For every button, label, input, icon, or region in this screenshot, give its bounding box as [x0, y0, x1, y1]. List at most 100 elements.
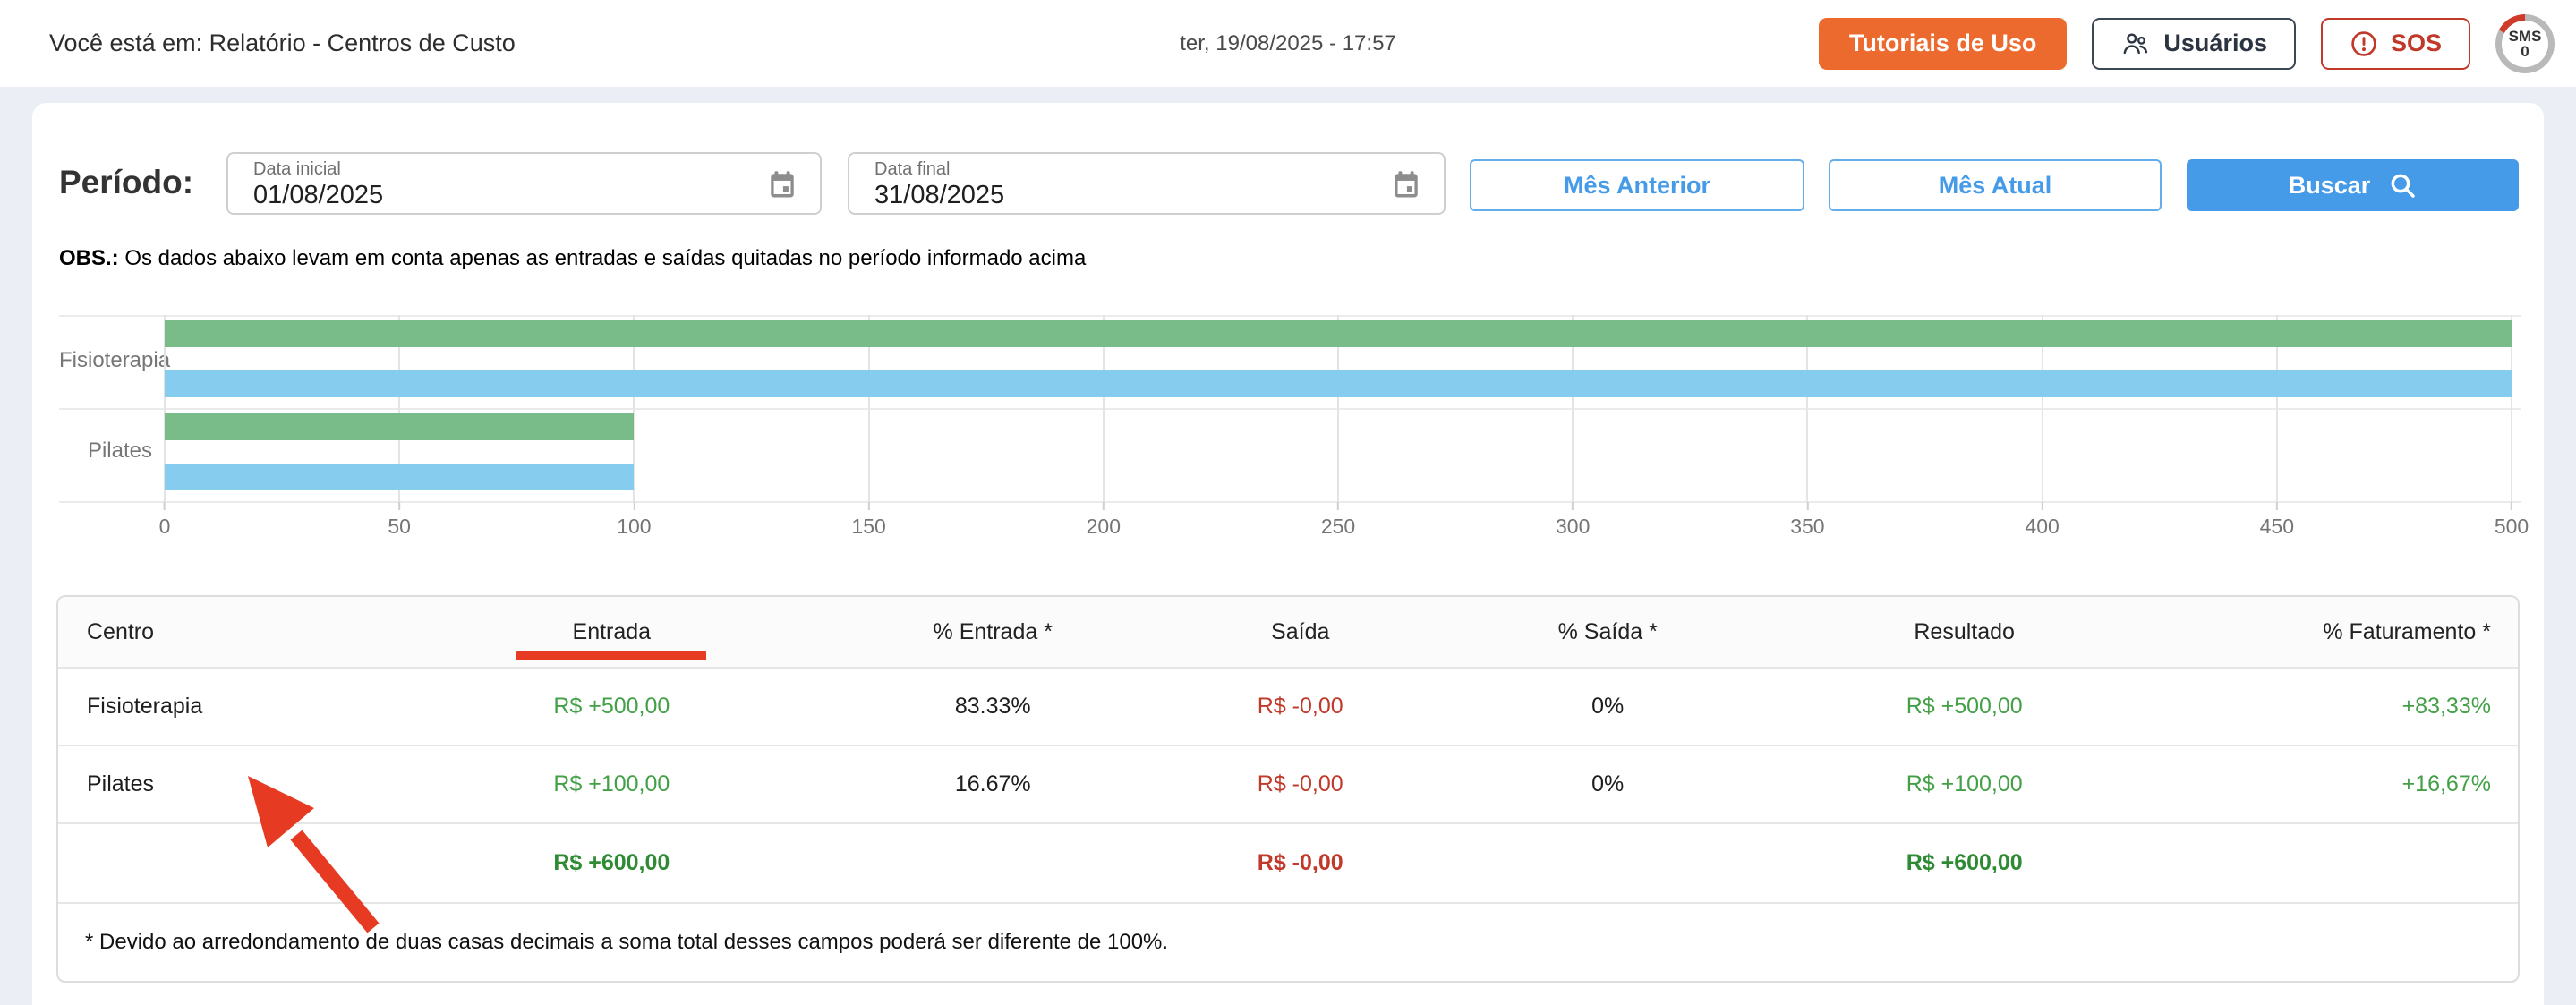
search-button[interactable]: Buscar	[2187, 159, 2519, 211]
chart-band-line	[59, 315, 2521, 317]
sos-alert-icon	[2350, 30, 2378, 58]
cell-entrada: R$ +500,00	[553, 694, 670, 719]
totals-empty	[821, 824, 1165, 902]
search-icon	[2388, 171, 2417, 200]
bar-pilates-green	[165, 413, 635, 440]
cell-resultado: R$ +500,00	[1906, 694, 2023, 719]
chart-gridline	[398, 315, 401, 502]
chart-x-axis: 0 50 100 150 200 250 300 350 400 450 500	[159, 502, 2529, 543]
header-centro[interactable]: Centro	[87, 618, 155, 644]
sos-button-label: SOS	[2390, 30, 2442, 56]
sms-badge-count: 0	[2521, 42, 2529, 60]
search-button-label: Buscar	[2288, 171, 2371, 199]
bar-fisioterapia-blue	[165, 370, 2512, 397]
table-totals-row: R$ +600,00 R$ -0,00 R$ +600,00	[58, 824, 2518, 904]
chart-gridline	[2275, 315, 2278, 502]
tutorials-button-label: Tutoriais de Uso	[1848, 30, 2037, 56]
totals-empty	[58, 824, 403, 902]
cell-pct-saida: 0%	[1591, 771, 1625, 796]
chart-tick-label: 500	[2494, 515, 2529, 538]
tutorials-button[interactable]: Tutoriais de Uso	[1818, 17, 2068, 70]
header-saida[interactable]: Saída	[1271, 618, 1330, 644]
chart-tick-label: 150	[851, 515, 886, 538]
end-date-field[interactable]: Data final	[848, 152, 1446, 215]
totals-empty	[1436, 824, 1780, 902]
calendar-icon[interactable]	[766, 168, 798, 205]
cell-resultado: R$ +100,00	[1906, 771, 2023, 796]
cell-pct-saida: 0%	[1591, 694, 1625, 719]
breadcrumb: Você está em: Relatório - Centros de Cus…	[49, 30, 516, 56]
cell-pct-entrada: 16.67%	[954, 771, 1031, 796]
totals-entrada: R$ +600,00	[553, 850, 670, 875]
chart-gridline	[1572, 315, 1574, 502]
chart-category-label: Fisioterapia	[59, 348, 171, 372]
sos-button[interactable]: SOS	[2320, 17, 2470, 70]
cost-centers-table: Centro Entrada % Entrada * Saída % Saída…	[56, 595, 2520, 983]
table-header-row: Centro Entrada % Entrada * Saída % Saída…	[58, 597, 2518, 669]
start-date-label: Data inicial	[253, 159, 341, 179]
chart-category-label: Pilates	[87, 439, 152, 463]
header-pct-saida[interactable]: % Saída *	[1557, 618, 1658, 644]
chart-gridline	[633, 315, 635, 502]
header-pct-faturamento[interactable]: % Faturamento *	[2323, 618, 2491, 644]
chart-gridline	[2041, 315, 2043, 502]
chart-gridline	[1337, 315, 1339, 502]
users-icon	[2120, 29, 2151, 59]
period-label: Período:	[59, 164, 194, 200]
cell-pct-entrada: 83.33%	[954, 694, 1031, 719]
chart-tick-label: 0	[158, 515, 171, 538]
chart-tick-label: 400	[2025, 515, 2060, 538]
note-text: Os dados abaixo levam em conta apenas as…	[118, 246, 1087, 270]
start-date-input[interactable]	[253, 181, 647, 210]
cell-saida: R$ -0,00	[1257, 694, 1343, 719]
start-date-field[interactable]: Data inicial	[226, 152, 822, 215]
previous-month-label: Mês Anterior	[1563, 171, 1711, 199]
chart-tick-label: 250	[1320, 515, 1356, 538]
chart-tick-label: 350	[1790, 515, 1825, 538]
chart-tick-label: 450	[2259, 515, 2294, 538]
previous-month-button[interactable]: Mês Anterior	[1470, 159, 1804, 211]
calendar-icon[interactable]	[1390, 168, 1422, 205]
current-datetime: ter, 19/08/2025 - 17:57	[1180, 30, 1396, 55]
active-sort-indicator	[516, 651, 707, 660]
cell-centro: Fisioterapia	[87, 694, 203, 719]
header-entrada[interactable]: Entrada	[403, 597, 821, 667]
end-date-label: Data final	[874, 159, 951, 179]
users-button[interactable]: Usuários	[2092, 17, 2296, 70]
users-button-label: Usuários	[2163, 30, 2267, 56]
header-resultado[interactable]: Resultado	[1914, 618, 2015, 644]
sms-badge-label: SMS	[2508, 27, 2542, 45]
current-month-button[interactable]: Mês Atual	[1829, 159, 2162, 211]
content-card: Período: Data inicial Data final	[32, 103, 2544, 1005]
table-footnote-row: * Devido ao arredondamento de duas casas…	[58, 904, 2518, 981]
chart-gridline	[164, 315, 166, 502]
chart-tick-label: 100	[617, 515, 652, 538]
chart-tick-label: 300	[1556, 515, 1591, 538]
chart-gridline	[867, 315, 870, 502]
totals-empty	[2149, 824, 2518, 902]
top-bar: Você está em: Relatório - Centros de Cus…	[0, 0, 2576, 87]
chart-tick-label: 50	[388, 515, 411, 538]
bar-pilates-blue	[165, 464, 635, 490]
table-row-fisioterapia: Fisioterapia R$ +500,00 83.33% R$ -0,00 …	[58, 669, 2518, 746]
chart-band-line	[59, 501, 2521, 503]
cost-centers-bar-chart: Fisioterapia Pilates 0 50 100 150 200 250 300 3…	[59, 315, 2529, 543]
chart-tick-label: 200	[1086, 515, 1121, 538]
cell-saida: R$ -0,00	[1257, 771, 1343, 796]
cell-centro: Pilates	[87, 771, 155, 796]
chart-gridline	[2511, 315, 2512, 502]
chart-gridline	[1806, 315, 1809, 502]
header-pct-entrada[interactable]: % Entrada *	[933, 618, 1053, 644]
sms-badge[interactable]: SMS 0	[2495, 13, 2555, 73]
cell-entrada: R$ +100,00	[553, 771, 670, 796]
totals-saida: R$ -0,00	[1257, 850, 1343, 875]
table-row-pilates: Pilates R$ +100,00 16.67% R$ -0,00 0% R$…	[58, 746, 2518, 824]
end-date-input[interactable]	[874, 181, 1268, 210]
chart-gridline	[1102, 315, 1105, 502]
bar-chart-plot	[164, 315, 2512, 502]
cell-pct-faturamento: +16,67%	[2401, 771, 2491, 796]
chart-band-line	[59, 408, 2521, 410]
current-month-label: Mês Atual	[1938, 171, 2052, 199]
note-line: OBS.: Os dados abaixo levam em conta ape…	[59, 246, 1086, 271]
cell-pct-faturamento: +83,33%	[2401, 694, 2491, 719]
